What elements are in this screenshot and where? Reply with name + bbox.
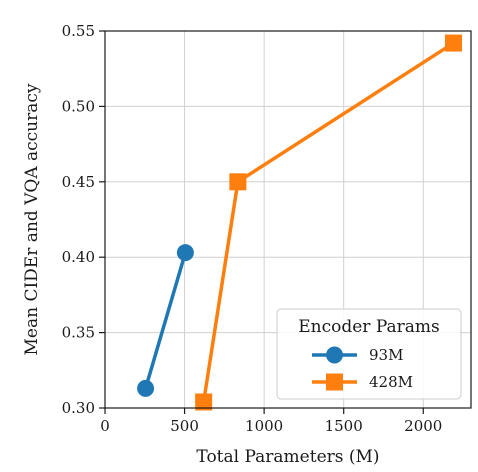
legend-label: 93M	[369, 346, 403, 364]
y-tick-label: 0.50	[62, 97, 95, 115]
y-axis-title: Mean CIDEr and VQA accuracy	[22, 83, 42, 355]
legend-entry: 428M	[312, 373, 413, 391]
legend-label: 428M	[369, 373, 413, 391]
legend: Encoder Params 93M 428M	[276, 308, 462, 400]
y-tick-label: 0.30	[62, 399, 95, 417]
y-tick-label: 0.45	[62, 173, 95, 191]
legend-box	[276, 308, 462, 400]
x-tick-label: 1000	[245, 417, 283, 435]
x-axis-title: Total Parameters (M)	[196, 447, 379, 467]
data-point-428M	[229, 173, 247, 191]
data-point-428M	[444, 34, 462, 52]
data-point-428M	[195, 393, 213, 411]
x-tick-label: 2000	[404, 417, 442, 435]
series-layer	[137, 34, 462, 411]
data-point-93M	[176, 244, 194, 262]
y-tick-label: 0.40	[62, 248, 95, 266]
legend-title: Encoder Params	[298, 317, 440, 337]
plot-frame	[104, 30, 472, 409]
y-tick-label: 0.55	[62, 22, 95, 40]
x-tick-label: 1500	[325, 417, 363, 435]
legend-marker	[326, 373, 343, 391]
data-point-93M	[137, 379, 155, 397]
legend-marker	[326, 346, 343, 364]
x-tick-label: 500	[170, 417, 199, 435]
series-line-93M	[143, 252, 188, 389]
ticks: 0 500 1000 1500 2000 0.30 0.35 0.40 0.45 0.50 0.55	[62, 22, 443, 435]
legend-entries: 93M 428M	[312, 346, 413, 391]
x-tick-label: 0	[100, 417, 110, 435]
legend-entry: 93M	[312, 346, 403, 364]
y-tick-label: 0.35	[62, 324, 95, 342]
